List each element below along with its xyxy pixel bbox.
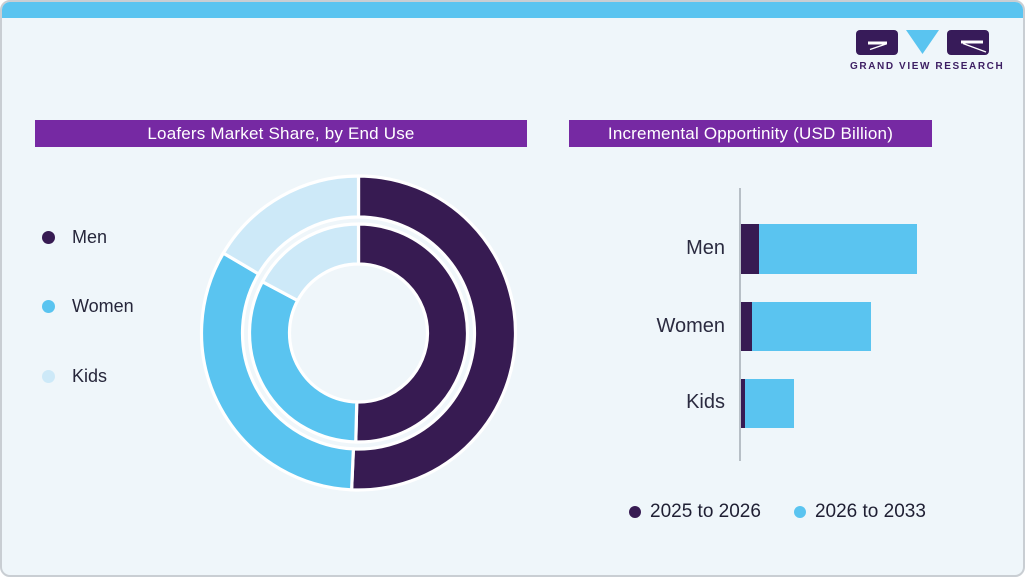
bar-chart-legend: 2025 to 2026 2026 to 2033 <box>629 501 926 523</box>
legend-item-men: Men <box>42 226 107 248</box>
kids-legend-dot-icon <box>42 369 55 383</box>
top-accent-bar <box>2 2 1023 18</box>
donut-chart <box>199 174 518 492</box>
legend-item-2025-2026: 2025 to 2026 <box>629 501 761 523</box>
donut-segment-inner-women <box>247 280 359 444</box>
donut-segment-outer-kids <box>221 174 361 276</box>
bar-chart-axis <box>739 188 741 461</box>
period-2025-2026-dot-icon <box>629 506 641 518</box>
legend-label-women: Women <box>72 295 134 316</box>
legend-item-kids: Kids <box>42 365 107 387</box>
bar-label-women: Women <box>656 315 725 337</box>
legend-label-men: Men <box>72 226 108 247</box>
bar-row-women <box>741 302 871 351</box>
legend-label-kids: Kids <box>72 365 108 386</box>
donut-chart-title: Loafers Market Share, by End Use <box>35 120 527 147</box>
bar-segment-women-2025-to-2026 <box>741 302 752 351</box>
bar-segment-kids-2026-to-2033 <box>745 379 794 428</box>
bar-label-kids: Kids <box>686 391 725 413</box>
women-legend-dot-icon <box>42 299 55 313</box>
donut-segment-outer-men <box>349 174 518 492</box>
bar-segment-men-2025-to-2026 <box>741 224 759 274</box>
bar-segment-men-2026-to-2033 <box>759 224 917 274</box>
donut-segment-inner-kids <box>260 222 361 303</box>
logo-wordmark: GRAND VIEW RESEARCH <box>850 61 1005 72</box>
bar-chart-title: Incremental Opportinity (USD Billion) <box>569 120 932 147</box>
logo-v-icon <box>906 30 939 54</box>
donut-segment-inner-men <box>354 222 470 444</box>
bar-segment-kids-2025-to-2026 <box>741 379 745 428</box>
legend-label-2026-2033: 2026 to 2033 <box>814 501 926 522</box>
bar-row-kids <box>741 379 794 428</box>
bar-row-men <box>741 224 917 274</box>
bar-segment-women-2026-to-2033 <box>752 302 871 351</box>
legend-item-2026-2033: 2026 to 2033 <box>793 501 926 523</box>
gvr-logo: GRAND VIEW RESEARCH <box>850 30 1005 72</box>
period-2026-2033-dot-icon <box>793 506 806 518</box>
bar-label-men: Men <box>686 237 725 259</box>
legend-label-2025-2026: 2025 to 2026 <box>650 501 761 522</box>
logo-r-icon <box>947 30 989 55</box>
men-legend-dot-icon <box>42 230 55 244</box>
logo-g-icon <box>856 30 898 55</box>
legend-item-women: Women <box>42 295 134 317</box>
